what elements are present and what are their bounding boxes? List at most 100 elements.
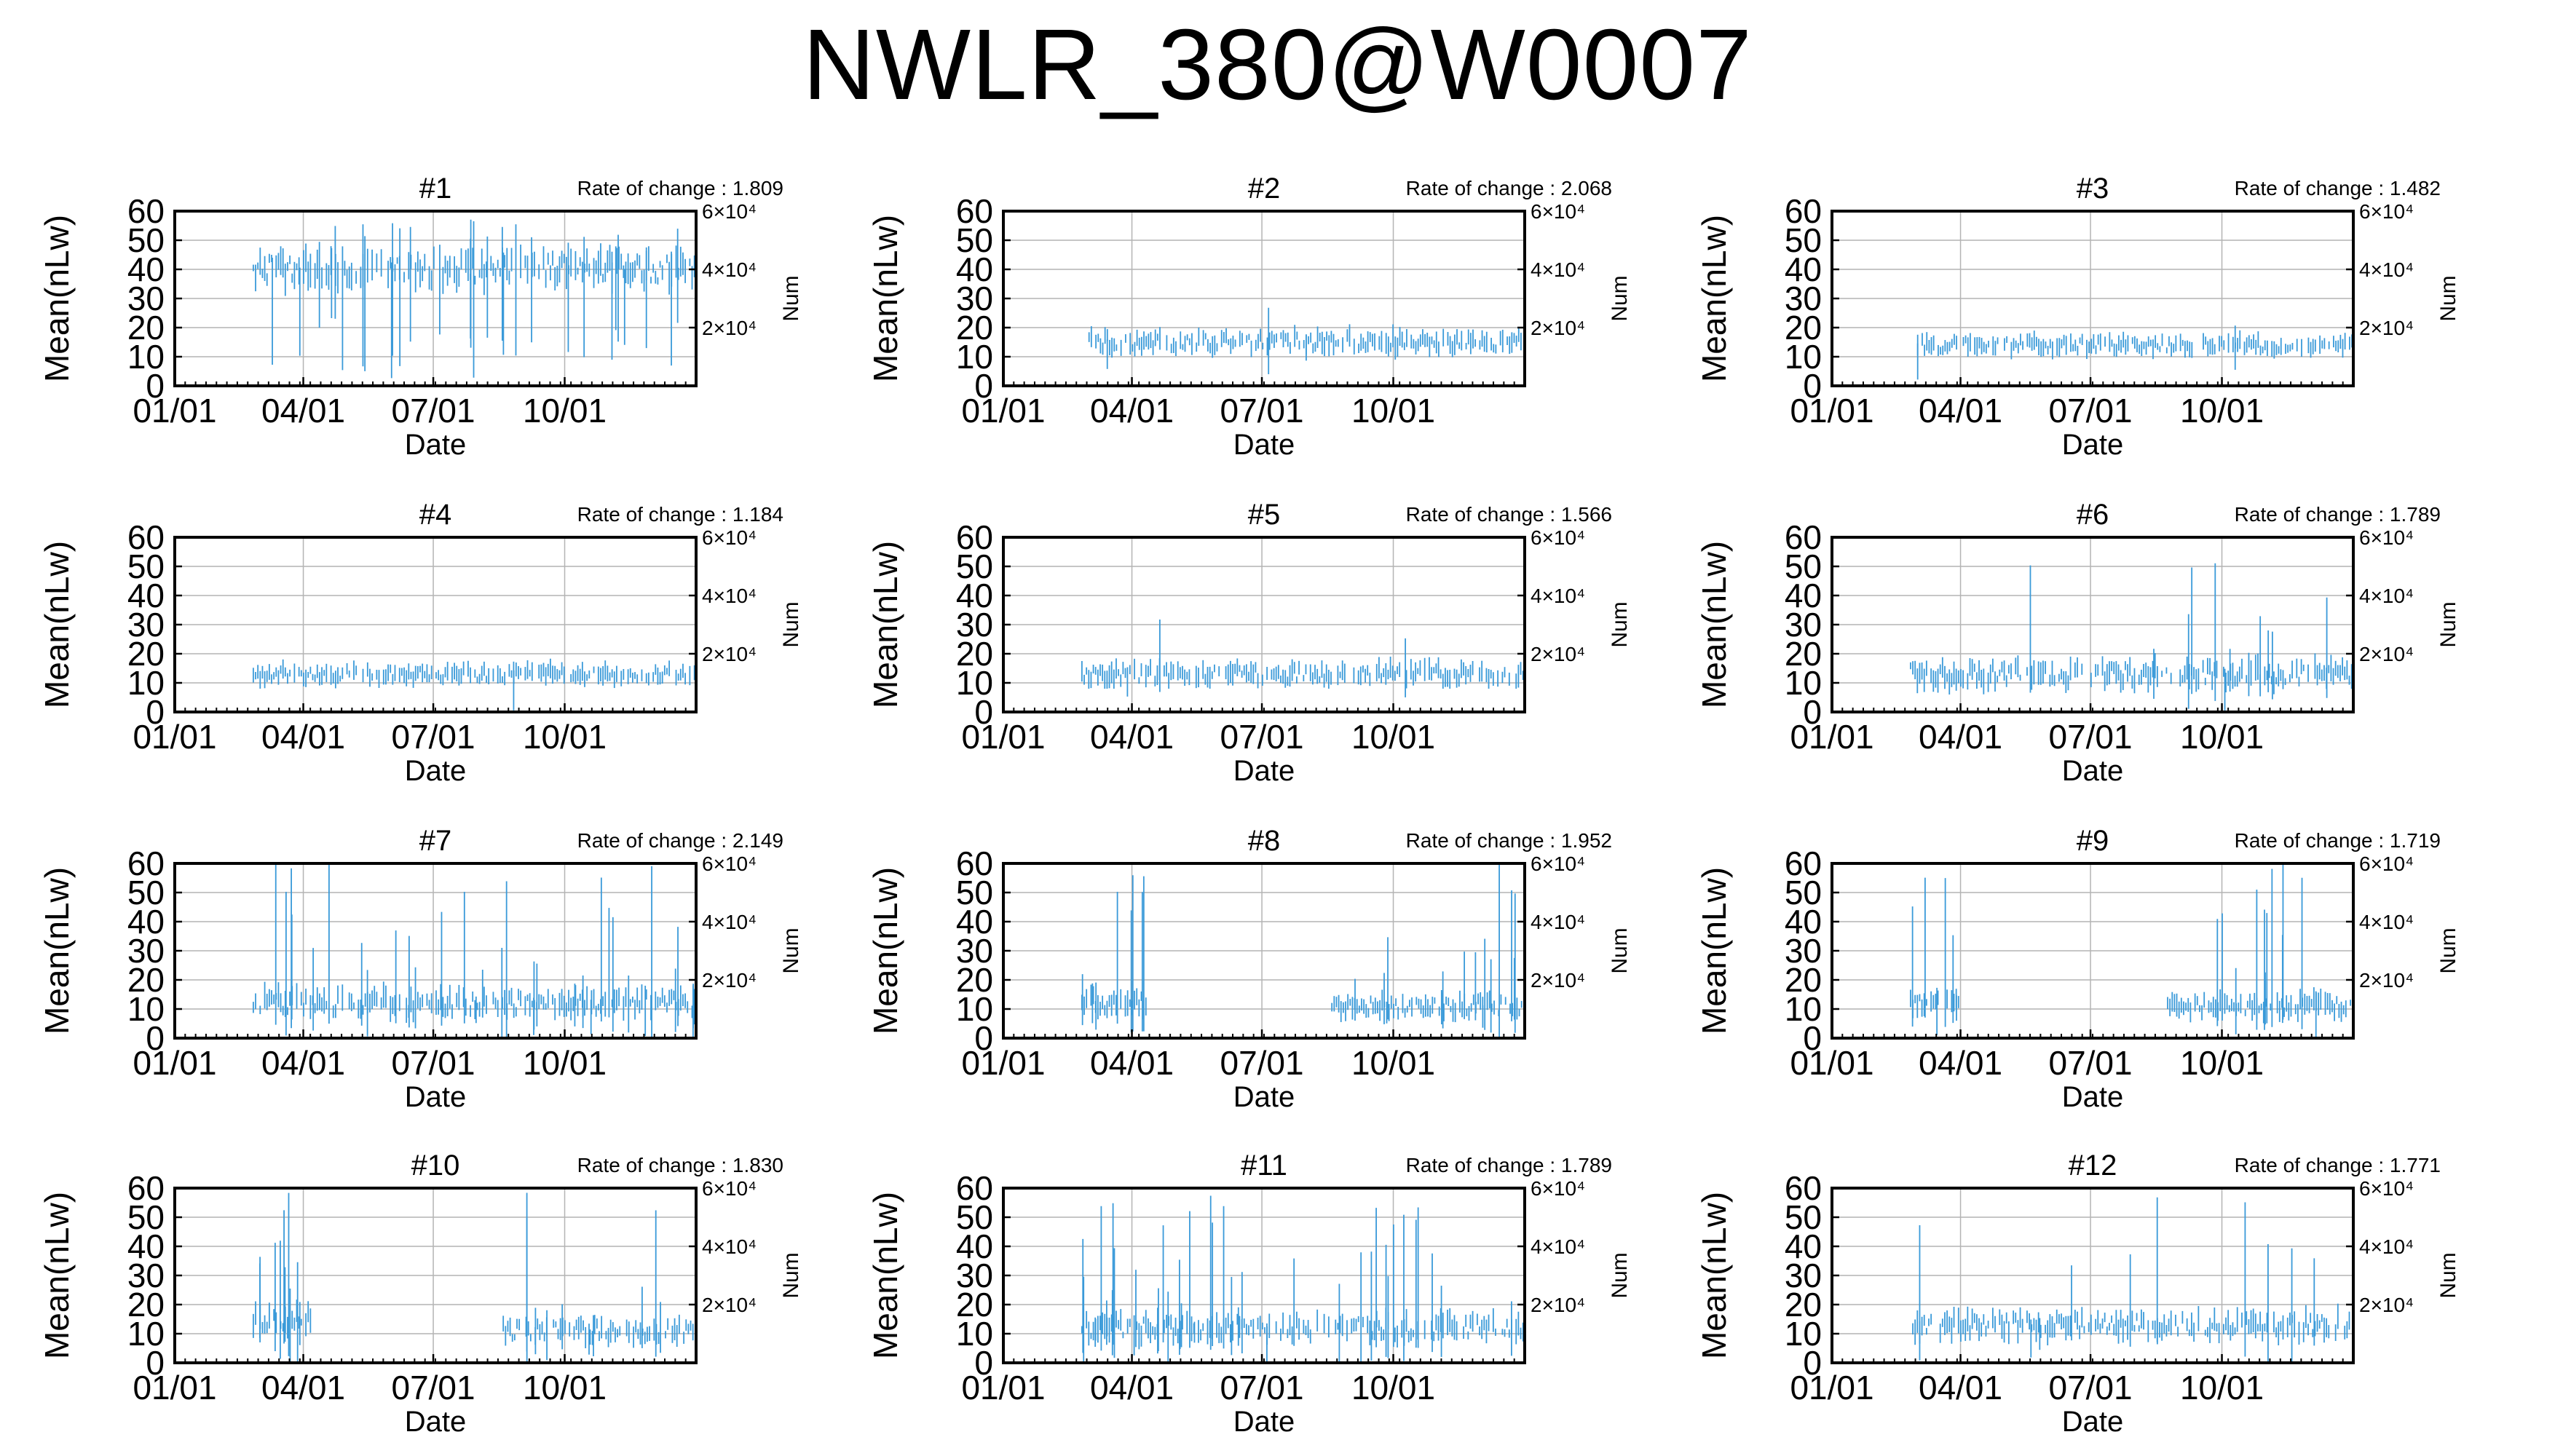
y-tick-label: 10: [956, 1315, 993, 1353]
x-tick-label: 07/01: [2048, 392, 2132, 430]
y-tick-label: 40: [1785, 1227, 1822, 1265]
x-tick-label: 10/01: [523, 1044, 607, 1082]
y-tick-label: 10: [956, 990, 993, 1028]
subplot-title: #9: [2077, 825, 2109, 857]
x-axis-label: Date: [1233, 755, 1295, 787]
x-axis-label: Date: [405, 755, 467, 787]
x-axis-label: Date: [2062, 755, 2124, 787]
y2-tick-label: 4×10⁴: [2359, 1235, 2414, 1258]
y2-tick-label: 6×10⁴: [2359, 852, 2414, 875]
y-tick-label: 0: [1803, 693, 1822, 731]
y-axis-label: Mean(nLw): [38, 867, 76, 1034]
x-tick-label: 10/01: [1351, 1369, 1435, 1406]
rate-of-change-label: Rate of change : 1.719: [2235, 829, 2441, 852]
y-tick-label: 30: [956, 280, 993, 317]
series-1: [1909, 877, 1959, 1036]
series-1: [1088, 307, 1522, 374]
x-tick-label: 01/01: [133, 392, 216, 430]
x-tick-label: 04/01: [1090, 718, 1174, 756]
y-tick-label: 50: [127, 547, 165, 585]
y-tick-label: 50: [1785, 1198, 1822, 1236]
y2-axis-label: Num: [779, 1252, 803, 1298]
x-tick-label: 01/01: [1790, 718, 1873, 756]
y2-tick-label: 6×10⁴: [1531, 200, 1585, 223]
y-tick-label: 40: [127, 903, 165, 941]
y-tick-label: 20: [956, 961, 993, 999]
x-tick-label: 01/01: [133, 718, 216, 756]
rate-of-change-label: Rate of change : 1.482: [2235, 177, 2441, 199]
y2-axis-label: Num: [1608, 927, 1632, 973]
y2-tick-label: 4×10⁴: [2359, 585, 2414, 607]
subplot-title: #7: [419, 825, 452, 857]
y-tick-label: 60: [1785, 518, 1822, 556]
x-tick-label: 04/01: [1090, 392, 1174, 430]
x-tick-label: 10/01: [1351, 1044, 1435, 1082]
x-axis-label: Date: [2062, 1081, 2124, 1113]
series-1: [1081, 620, 1524, 697]
x-tick-label: 04/01: [261, 1369, 345, 1406]
x-tick-label: 01/01: [1790, 392, 1873, 430]
rate-of-change-label: Rate of change : 1.789: [1406, 1154, 1612, 1176]
y2-tick-label: 4×10⁴: [2359, 258, 2414, 281]
y2-axis-label: Num: [779, 275, 803, 321]
y2-tick-label: 6×10⁴: [2359, 200, 2414, 223]
y2-tick-label: 2×10⁴: [702, 643, 757, 665]
y2-tick-label: 6×10⁴: [1531, 526, 1585, 549]
y-tick-label: 40: [1785, 577, 1822, 614]
y2-tick-label: 4×10⁴: [1531, 911, 1585, 933]
y-tick-label: 50: [956, 874, 993, 911]
y-tick-label: 60: [956, 192, 993, 230]
x-tick-label: 01/01: [1790, 1044, 1873, 1082]
y-tick-label: 50: [956, 1198, 993, 1236]
y2-tick-label: 4×10⁴: [702, 1235, 757, 1258]
y-tick-label: 60: [1785, 844, 1822, 882]
y2-tick-label: 2×10⁴: [2359, 317, 2414, 339]
subplot-title: #4: [419, 499, 452, 531]
y-tick-label: 30: [1785, 1257, 1822, 1294]
y2-axis-label: Num: [1608, 601, 1632, 647]
x-tick-label: 01/01: [961, 718, 1045, 756]
rate-of-change-label: Rate of change : 2.149: [577, 829, 783, 852]
subplot-title: #2: [1248, 173, 1281, 205]
y-axis-label: Mean(nLw): [866, 541, 904, 708]
x-tick-label: 01/01: [961, 392, 1045, 430]
y-tick-label: 20: [1785, 1286, 1822, 1324]
y-axis-label: Mean(nLw): [1695, 541, 1733, 708]
x-tick-label: 04/01: [1919, 718, 2002, 756]
y2-tick-label: 6×10⁴: [2359, 1177, 2414, 1200]
series-2: [1331, 864, 1523, 1037]
y2-axis-label: Num: [1608, 275, 1632, 321]
y-tick-label: 40: [1785, 250, 1822, 288]
y-tick-label: 0: [146, 693, 165, 731]
rate-of-change-label: Rate of change : 1.952: [1406, 829, 1612, 852]
rate-of-change-label: Rate of change : 2.068: [1406, 177, 1612, 199]
y2-tick-label: 2×10⁴: [1531, 317, 1585, 339]
x-tick-label: 10/01: [523, 718, 607, 756]
y-tick-label: 40: [956, 1227, 993, 1265]
y2-tick-label: 4×10⁴: [2359, 911, 2414, 933]
x-tick-label: 07/01: [391, 392, 475, 430]
y-axis-label: Mean(nLw): [38, 215, 76, 382]
y-tick-label: 20: [956, 635, 993, 673]
x-tick-label: 04/01: [261, 718, 345, 756]
x-tick-label: 07/01: [1220, 1369, 1303, 1406]
x-tick-label: 10/01: [2180, 392, 2264, 430]
y2-tick-label: 2×10⁴: [702, 1294, 757, 1316]
series-1: [252, 658, 695, 711]
rate-of-change-label: Rate of change : 1.789: [2235, 503, 2441, 526]
y-tick-label: 30: [1785, 280, 1822, 317]
y-tick-label: 0: [974, 367, 993, 405]
y-tick-label: 20: [127, 961, 165, 999]
y-tick-label: 10: [127, 1315, 165, 1353]
y-axis-label: Mean(nLw): [866, 215, 904, 382]
y2-tick-label: 2×10⁴: [702, 969, 757, 992]
y-tick-label: 30: [1785, 606, 1822, 644]
y-tick-label: 40: [956, 250, 993, 288]
y-tick-label: 50: [956, 547, 993, 585]
y-tick-label: 40: [956, 903, 993, 941]
